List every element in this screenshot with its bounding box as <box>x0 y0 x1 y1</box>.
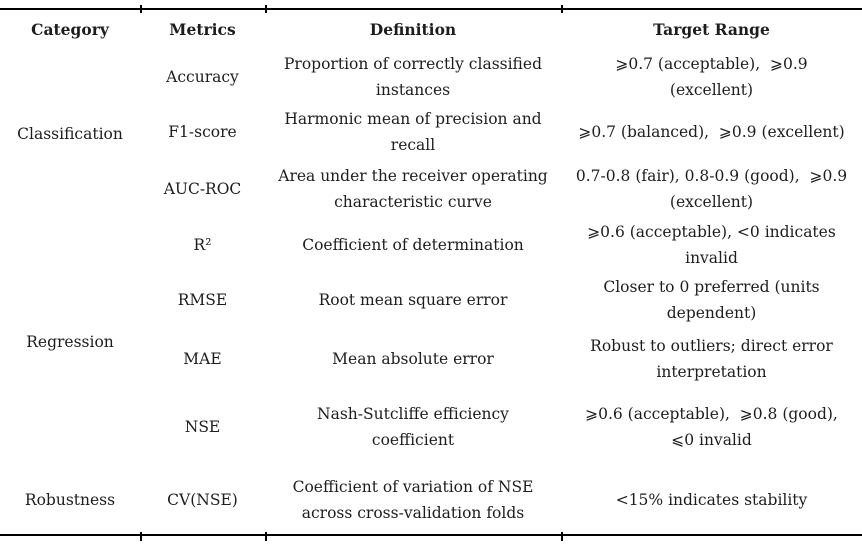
metric-cell: RMSE <box>177 291 228 309</box>
table-row: F1-score Harmonic mean of precision and … <box>0 105 862 159</box>
column-header-metrics: Metrics <box>169 19 236 39</box>
table-row: MAE Mean absolute error Robust to outlie… <box>0 329 862 389</box>
target-range-cell: ⩾0.7 (acceptable), ⩾0.9 (excellent) <box>615 55 808 99</box>
top-rule-column-tick <box>140 5 142 13</box>
definition-cell: Harmonic mean of precision and recall <box>284 110 542 154</box>
table-row: AUC-ROC Area under the receiver operatin… <box>0 159 862 219</box>
definition-cell: Proportion of correctly classified insta… <box>284 55 542 99</box>
bottom-rule-column-tick <box>561 532 563 541</box>
bottom-rule-column-tick <box>140 532 142 541</box>
metric-cell: CV(NSE) <box>167 490 238 509</box>
metric-cell: R² <box>193 236 212 254</box>
definition-cell: Root mean square error <box>318 291 508 309</box>
table-row: NSE Nash-Sutcliffe efficiency coefficien… <box>0 389 862 465</box>
target-range-cell: Robust to outliers; direct error interpr… <box>590 337 833 381</box>
column-header-target-range: Target Range <box>653 19 770 39</box>
column-header-definition: Definition <box>369 19 457 39</box>
top-rule-column-tick <box>561 5 563 13</box>
metric-cell: MAE <box>183 350 222 368</box>
table-row: Classification Accuracy Proportion of co… <box>0 49 862 143</box>
metric-cell: Accuracy <box>166 68 239 86</box>
metrics-table: Category Metrics Definition Target Range… <box>0 8 862 536</box>
table-row: Robustness CV(NSE) Coefficient of variat… <box>0 465 862 535</box>
top-rule-column-tick <box>265 5 267 13</box>
target-range-cell: ⩾0.7 (balanced), ⩾0.9 (excellent) <box>578 123 845 141</box>
definition-cell: Nash-Sutcliffe efficiency coefficient <box>317 405 509 449</box>
target-range-cell: ⩾0.6 (acceptable), <0 indicates invalid <box>587 223 836 267</box>
target-range-cell: Closer to 0 preferred (units dependent) <box>603 278 820 322</box>
metric-cell: F1-score <box>168 123 237 141</box>
definition-cell: Area under the receiver operating charac… <box>278 167 548 211</box>
header-row: Category Metrics Definition Target Range <box>0 9 862 49</box>
target-range-cell: <15% indicates stability <box>615 490 808 509</box>
category-cell: Robustness <box>24 490 116 509</box>
target-range-cell: 0.7-0.8 (fair), 0.8-0.9 (good), ⩾0.9 (ex… <box>575 167 848 211</box>
metric-cell: NSE <box>184 418 221 436</box>
metrics-table-region: Category Metrics Definition Target Range… <box>0 5 862 541</box>
table-row: Regression R² Coefficient of determinati… <box>0 219 862 351</box>
definition-cell: Coefficient of determination <box>302 236 524 254</box>
definition-cell: Mean absolute error <box>332 350 494 368</box>
target-range-cell: ⩾0.6 (acceptable), ⩾0.8 (good), ⩽0 inval… <box>585 405 838 449</box>
metric-cell: AUC-ROC <box>163 180 242 198</box>
category-cell: Classification <box>17 125 123 143</box>
table-row: RMSE Root mean square error Closer to 0 … <box>0 271 862 329</box>
definition-cell: Coefficient of variation of NSE across c… <box>292 477 534 522</box>
category-cell: Regression <box>26 333 114 351</box>
bottom-rule-column-tick <box>265 532 267 541</box>
column-header-category: Category <box>31 19 109 39</box>
